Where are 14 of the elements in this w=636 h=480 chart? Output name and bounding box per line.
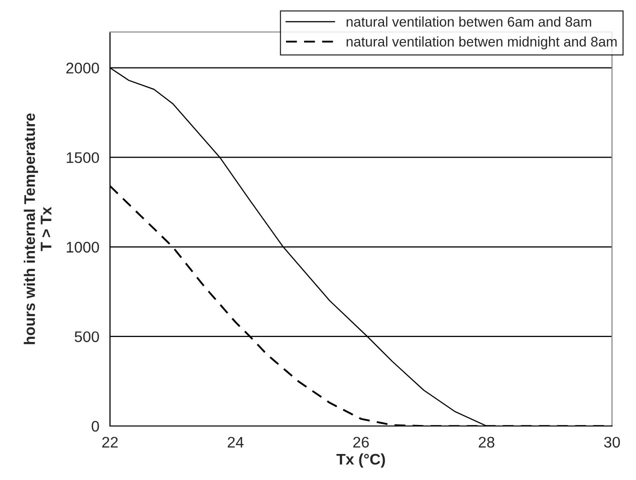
x-tick-label: 26 [353,436,369,448]
x-tick-label: 30 [604,436,620,448]
x-tick-label: 28 [478,436,494,448]
x-tick-label: 22 [102,436,118,448]
legend-label: natural ventilation betwen midnight and 8am [346,36,617,50]
y-tick-label: 0 [92,420,99,432]
y-tick-label: 500 [74,331,99,342]
y-tick-label: 1000 [66,242,99,253]
y-tick-label: 1500 [66,152,99,164]
y-tick-label: 2000 [66,62,99,74]
x-tick-label: 24 [228,436,244,448]
y-axis-title: hours with internal Temperature T > Tx [24,113,52,344]
x-axis-title: Tx (°C) [336,453,385,468]
legend-label: natural ventilation betwen 6am and 8am [346,16,592,27]
